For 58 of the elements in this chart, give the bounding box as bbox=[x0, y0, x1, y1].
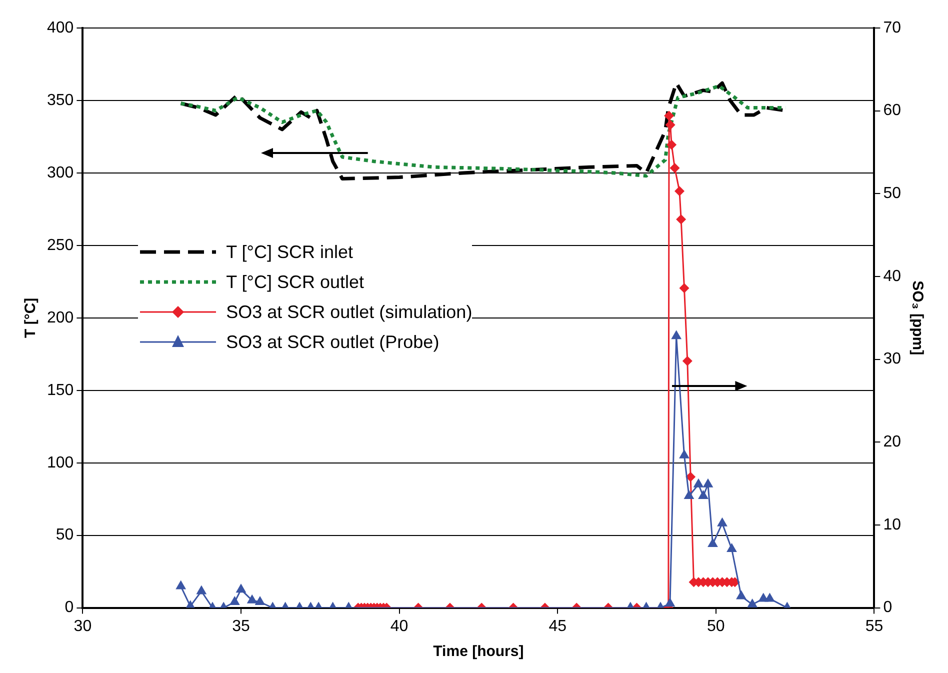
y-tick-label: 200 bbox=[46, 309, 74, 326]
y2-tick-label: 30 bbox=[883, 350, 902, 368]
y-tick-label: 300 bbox=[46, 164, 74, 182]
x-tick-label: 55 bbox=[865, 618, 884, 635]
x-tick-label: 50 bbox=[707, 618, 725, 635]
y-tick-label: 150 bbox=[46, 382, 74, 399]
y-tick-label: 400 bbox=[46, 19, 74, 36]
y-axis-title: T [°C] bbox=[22, 298, 40, 338]
point bbox=[236, 584, 246, 593]
x-tick-label: 35 bbox=[232, 618, 250, 635]
point bbox=[726, 542, 737, 552]
point bbox=[666, 140, 677, 150]
y2-tick-label: 70 bbox=[883, 19, 902, 36]
point bbox=[682, 356, 692, 366]
point bbox=[679, 449, 690, 458]
y2-tick-label: 50 bbox=[883, 185, 902, 202]
x-tick-label: 30 bbox=[74, 618, 92, 635]
point bbox=[664, 110, 674, 121]
legend-label: T [°C] SCR outlet bbox=[226, 270, 364, 294]
y2-axis-title: SO₃ [ppm] bbox=[908, 280, 926, 356]
point bbox=[671, 330, 682, 340]
point bbox=[196, 585, 207, 594]
y-tick-label: 350 bbox=[46, 92, 74, 109]
point bbox=[717, 517, 728, 526]
x-tick-label: 45 bbox=[548, 618, 567, 635]
y-tick-label: 250 bbox=[46, 236, 74, 254]
point bbox=[736, 590, 746, 600]
point bbox=[176, 580, 186, 590]
point bbox=[693, 478, 704, 488]
y2-tick-label: 60 bbox=[883, 102, 902, 120]
y2-tick-label: 0 bbox=[883, 599, 892, 616]
point bbox=[229, 596, 240, 605]
point bbox=[670, 162, 680, 173]
y-tick-label: 50 bbox=[56, 526, 74, 544]
x-tick-label: 40 bbox=[390, 618, 408, 635]
x-axis-title: Time [hours] bbox=[433, 643, 524, 660]
point bbox=[664, 598, 676, 607]
point bbox=[676, 214, 686, 224]
point bbox=[686, 472, 696, 482]
point bbox=[698, 490, 708, 499]
y2-tick-label: 20 bbox=[883, 434, 902, 451]
point bbox=[764, 592, 775, 602]
point bbox=[747, 598, 758, 608]
point bbox=[674, 186, 684, 196]
y-tick-label: 0 bbox=[64, 599, 74, 616]
point bbox=[246, 594, 258, 604]
legend-label: SO3 at SCR outlet (Probe) bbox=[226, 330, 440, 354]
y2-tick-label: 10 bbox=[883, 516, 902, 534]
point bbox=[684, 490, 694, 499]
y-tick-label: 100 bbox=[46, 454, 74, 472]
point bbox=[708, 538, 718, 548]
legend-label: SO3 at SCR outlet (simulation) bbox=[226, 300, 472, 324]
y2-tick-label: 40 bbox=[883, 268, 902, 285]
point bbox=[254, 596, 266, 605]
legend-label: T [°C] SCR inlet bbox=[226, 240, 353, 264]
point bbox=[702, 478, 714, 488]
point bbox=[665, 120, 676, 130]
point bbox=[679, 283, 690, 294]
